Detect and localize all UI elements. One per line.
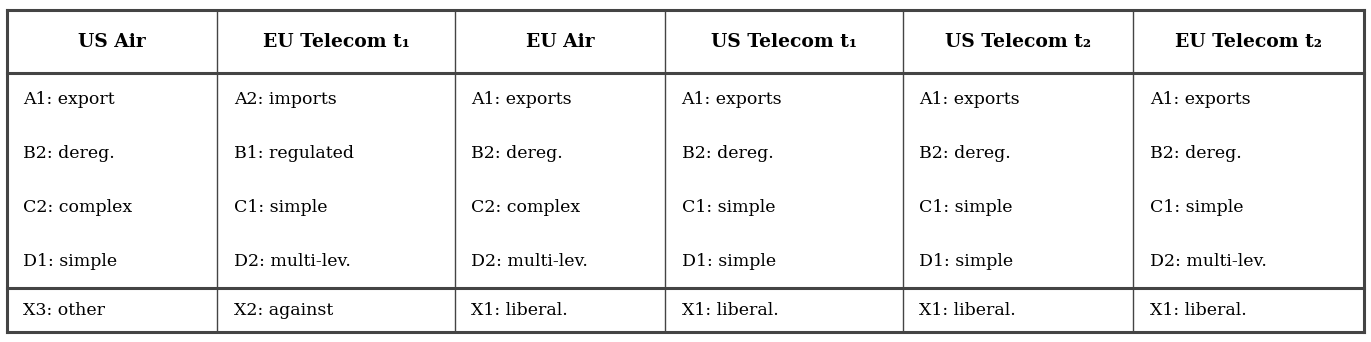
Text: US Air: US Air [78, 32, 145, 51]
Text: C2: complex: C2: complex [23, 199, 133, 216]
Text: C1: simple: C1: simple [919, 199, 1013, 216]
Text: X3: other: X3: other [23, 302, 106, 318]
Text: B2: dereg.: B2: dereg. [1150, 145, 1242, 162]
Text: EU Telecom t₁: EU Telecom t₁ [263, 32, 410, 51]
Text: C1: simple: C1: simple [681, 199, 775, 216]
Text: A1: export: A1: export [23, 91, 115, 108]
Text: A1: exports: A1: exports [1150, 91, 1250, 108]
Text: X1: liberal.: X1: liberal. [1150, 302, 1246, 318]
Text: D1: simple: D1: simple [23, 253, 118, 270]
Text: US Telecom t₂: US Telecom t₂ [945, 32, 1091, 51]
Text: X1: liberal.: X1: liberal. [919, 302, 1016, 318]
Text: B2: dereg.: B2: dereg. [472, 145, 563, 162]
Text: C2: complex: C2: complex [472, 199, 580, 216]
Text: C1: simple: C1: simple [233, 199, 328, 216]
Text: A2: imports: A2: imports [233, 91, 336, 108]
Text: D2: multi-lev.: D2: multi-lev. [233, 253, 351, 270]
Text: X2: against: X2: against [233, 302, 333, 318]
Text: C1: simple: C1: simple [1150, 199, 1243, 216]
Text: US Telecom t₁: US Telecom t₁ [712, 32, 857, 51]
Text: A1: exports: A1: exports [472, 91, 572, 108]
Text: EU Air: EU Air [525, 32, 594, 51]
Text: D2: multi-lev.: D2: multi-lev. [472, 253, 588, 270]
Text: D2: multi-lev.: D2: multi-lev. [1150, 253, 1267, 270]
Text: B1: regulated: B1: regulated [233, 145, 354, 162]
Text: X1: liberal.: X1: liberal. [681, 302, 779, 318]
Text: B2: dereg.: B2: dereg. [681, 145, 773, 162]
Text: X1: liberal.: X1: liberal. [472, 302, 568, 318]
Text: B2: dereg.: B2: dereg. [23, 145, 115, 162]
Text: EU Telecom t₂: EU Telecom t₂ [1175, 32, 1322, 51]
Text: A1: exports: A1: exports [681, 91, 783, 108]
Text: D1: simple: D1: simple [681, 253, 776, 270]
Text: A1: exports: A1: exports [919, 91, 1020, 108]
Text: B2: dereg.: B2: dereg. [919, 145, 1010, 162]
Text: D1: simple: D1: simple [919, 253, 1013, 270]
